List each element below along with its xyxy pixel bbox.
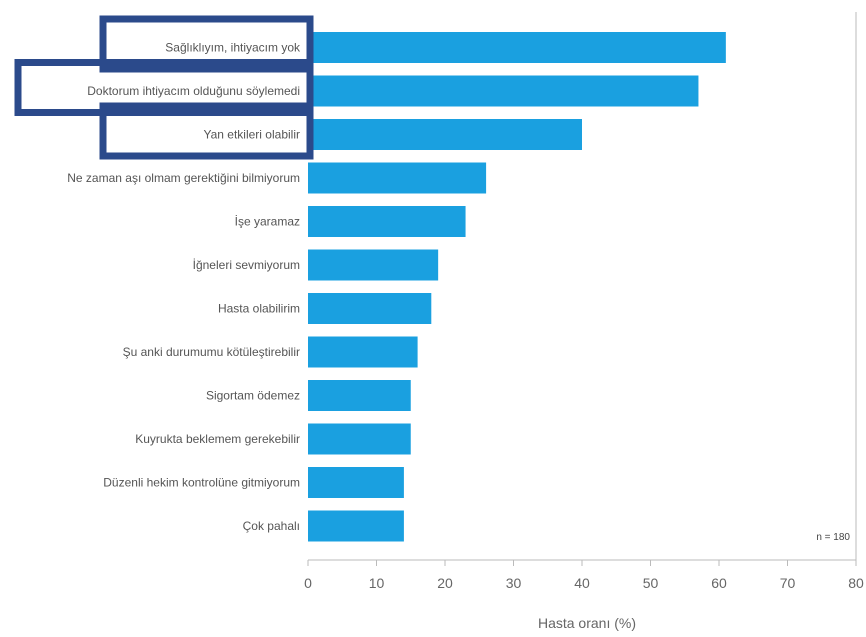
x-axis-title: Hasta oranı (%) [538,615,636,631]
x-tick-label-80: 80 [848,575,864,591]
bar-11 [308,467,404,498]
category-label-9: Sigortam ödemez [206,389,300,403]
bar-4 [308,162,487,194]
x-tick-label-0: 0 [304,575,312,591]
bar-2 [308,75,699,107]
category-label-12: Çok pahalı [243,519,300,533]
bar-5 [308,206,466,237]
x-tick-label-50: 50 [643,575,659,591]
sample-size-note: n = 180 [816,532,850,543]
highlight-box-3 [99,102,314,160]
bar-6 [308,249,439,281]
category-label-1: Sağlıklıyım, ihtiyacım yok [165,41,301,55]
bar-8 [308,336,418,368]
category-label-7: Hasta olabilirim [218,302,300,316]
category-label-10: Kuyrukta beklemem gerekebilir [135,432,300,446]
category-label-3: Yan etkileri olabilir [204,128,301,142]
category-label-11: Düzenli hekim kontrolüne gitmiyorum [103,476,300,490]
x-tick-group: 0 10 20 30 40 50 60 70 80 [304,560,864,591]
x-tick-label-20: 20 [437,575,453,591]
highlight-box-2 [14,59,314,116]
bar-10 [308,423,411,455]
bar-3 [308,119,582,150]
bar-7 [308,293,432,324]
x-tick-label-10: 10 [369,575,385,591]
bar-12 [308,510,404,542]
category-label-2: Doktorum ihtiyacım olduğunu söylemedi [87,84,300,98]
x-tick-label-40: 40 [574,575,590,591]
bar-9 [308,380,411,411]
category-labels-group: Sağlıklıyım, ihtiyacım yok Doktorum ihtiy… [67,41,301,534]
category-label-8: Şu anki durumumu kötüleştirebilir [123,345,300,359]
category-label-4: Ne zaman aşı olmam gerektiğini bilmiyoru… [67,171,300,185]
highlight-boxes-group [14,15,314,160]
bar-1 [308,32,726,63]
highlight-box-1 [99,15,314,73]
x-tick-label-30: 30 [506,575,522,591]
bars-group [308,32,726,542]
x-tick-label-60: 60 [711,575,727,591]
category-label-6: İğneleri sevmiyorum [193,258,300,272]
x-tick-label-70: 70 [780,575,796,591]
category-label-5: İşe yaramaz [235,215,300,229]
